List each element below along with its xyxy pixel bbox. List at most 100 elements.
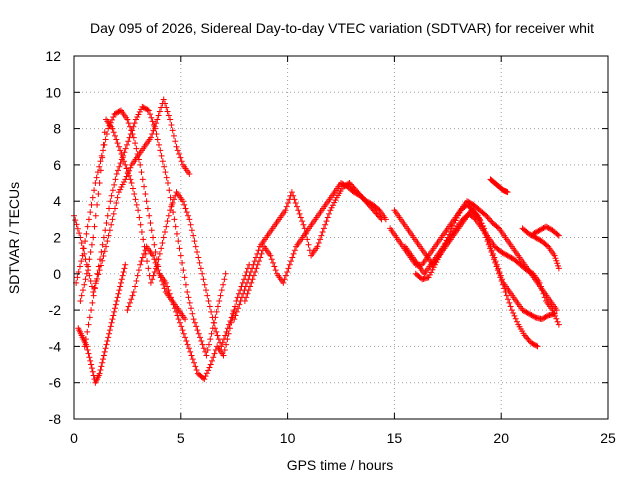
data-point — [455, 212, 462, 219]
data-point — [373, 210, 380, 217]
data-point — [447, 228, 454, 235]
data-point — [529, 312, 536, 319]
data-point — [154, 136, 161, 143]
data-point — [453, 214, 460, 221]
data-point — [554, 318, 561, 325]
data-point — [129, 292, 136, 299]
data-point — [291, 247, 298, 254]
data-point — [147, 111, 154, 118]
data-point — [96, 180, 103, 187]
data-point — [95, 263, 102, 270]
data-point — [112, 205, 119, 212]
data-point — [366, 199, 373, 206]
data-point — [431, 261, 438, 268]
data-point — [99, 241, 106, 248]
data-point — [290, 192, 297, 199]
data-point — [166, 187, 173, 194]
data-point — [117, 160, 124, 167]
data-point — [93, 278, 100, 285]
data-point — [440, 243, 447, 250]
data-point — [178, 323, 185, 330]
data-point — [507, 303, 514, 310]
data-point — [127, 131, 134, 138]
data-point — [144, 106, 151, 113]
data-point — [375, 206, 382, 213]
data-point — [80, 245, 87, 252]
data-point — [286, 261, 293, 268]
data-point — [550, 310, 557, 317]
data-point — [174, 312, 181, 319]
data-point — [113, 136, 120, 143]
data-point — [158, 245, 165, 252]
data-point — [88, 201, 95, 208]
data-point — [167, 294, 174, 301]
data-point — [511, 312, 518, 319]
data-point — [78, 239, 85, 246]
data-point — [206, 303, 213, 310]
data-point — [288, 258, 295, 265]
data-point — [224, 336, 231, 343]
data-point — [208, 330, 215, 337]
data-point — [247, 283, 254, 290]
data-point — [102, 136, 109, 143]
data-point — [382, 216, 389, 223]
data-point — [103, 341, 110, 348]
data-point — [108, 192, 115, 199]
data-point — [506, 299, 513, 306]
data-point — [85, 350, 92, 357]
data-point — [156, 141, 163, 148]
data-point — [494, 224, 501, 231]
data-point — [101, 348, 108, 355]
data-point — [123, 141, 130, 148]
data-point — [72, 217, 79, 224]
data-point — [207, 336, 214, 343]
data-point — [78, 258, 85, 265]
data-point — [112, 132, 119, 139]
data-point — [109, 116, 116, 123]
data-point — [545, 225, 552, 232]
data-point — [179, 198, 186, 205]
data-point — [137, 221, 144, 228]
data-point — [173, 308, 180, 315]
data-point — [443, 237, 450, 244]
data-point — [150, 272, 157, 279]
data-point — [185, 345, 192, 352]
data-point — [218, 287, 225, 294]
data-point — [88, 361, 95, 368]
data-point — [81, 281, 88, 288]
data-point — [205, 298, 212, 305]
data-point — [248, 279, 255, 286]
data-point — [110, 113, 117, 120]
data-point — [524, 335, 531, 342]
data-point — [203, 370, 210, 377]
data-point — [127, 164, 134, 171]
data-point — [529, 340, 536, 347]
data-point — [132, 196, 139, 203]
x-tick-labels: 0 5 10 15 20 25 — [70, 430, 616, 446]
data-point — [499, 276, 506, 283]
data-point — [474, 212, 481, 219]
data-point — [136, 108, 143, 115]
data-point — [192, 243, 199, 250]
data-point — [113, 170, 120, 177]
y-tick-label: -6 — [49, 375, 62, 391]
data-point — [241, 298, 248, 305]
data-point — [428, 269, 435, 276]
data-point — [306, 247, 313, 254]
y-tick-label: 12 — [45, 48, 61, 64]
data-point — [487, 217, 494, 224]
data-point — [98, 249, 105, 256]
data-point — [125, 303, 132, 310]
data-point — [519, 307, 526, 314]
data-point — [122, 161, 129, 168]
grid-lines — [74, 56, 608, 419]
data-point — [174, 147, 181, 154]
data-point — [281, 276, 288, 283]
data-point — [158, 104, 165, 111]
data-point — [131, 190, 138, 197]
data-point — [130, 123, 137, 130]
data-point — [100, 147, 107, 154]
data-point — [187, 221, 194, 228]
x-tick-label: 20 — [493, 430, 509, 446]
data-point — [120, 152, 127, 159]
